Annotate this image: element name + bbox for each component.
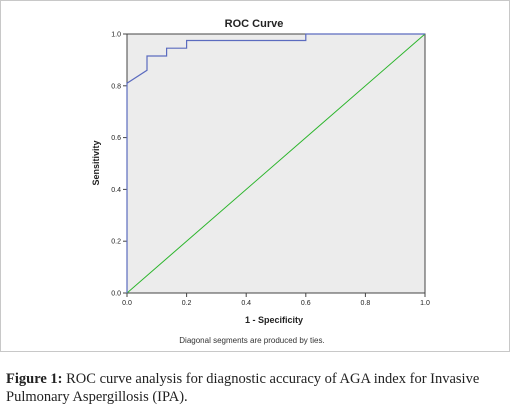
y-tick-label: 0.8 [111,83,121,90]
x-tick-label: 0.0 [122,300,132,307]
x-tick-label: 0.4 [241,300,251,307]
figure-caption: Figure 1: ROC curve analysis for diagnos… [6,370,504,406]
caption-text: ROC curve analysis for diagnostic accura… [6,371,480,405]
roc-curve-line [126,33,425,293]
y-tick-label: 0.6 [111,135,121,142]
y-tick-label: 1.0 [111,32,121,39]
x-tick-label: 0.8 [361,300,371,307]
x-axis-label: 1 - Specificity [245,315,303,325]
y-axis-ticks: 0.0 0.2 0.4 0.6 0.8 1.0 [111,32,127,298]
roc-chart: ROC Curve 0.00.20.40.60.81.0 0.0 0.2 0.4 0.… [91,18,430,345]
y-axis-label: Sensitivity [91,140,101,185]
reference-diagonal-line [126,33,426,294]
x-tick-label: 0.2 [182,300,192,307]
caption-label: Figure 1: [6,371,63,387]
y-tick-label: 0.0 [111,291,121,298]
x-axis-ticks: 0.0 0.2 0.4 0.6 0.8 1.0 [122,293,430,307]
x-tick-label: 0.6 [301,300,311,307]
chart-title: ROC Curve [225,18,284,30]
y-tick-label: 0.4 [111,187,121,194]
y-tick-label: 0.2 [111,239,121,246]
ties-note: Diagonal segments are produced by ties. [179,336,324,345]
x-tick-label: 1.0 [420,300,430,307]
